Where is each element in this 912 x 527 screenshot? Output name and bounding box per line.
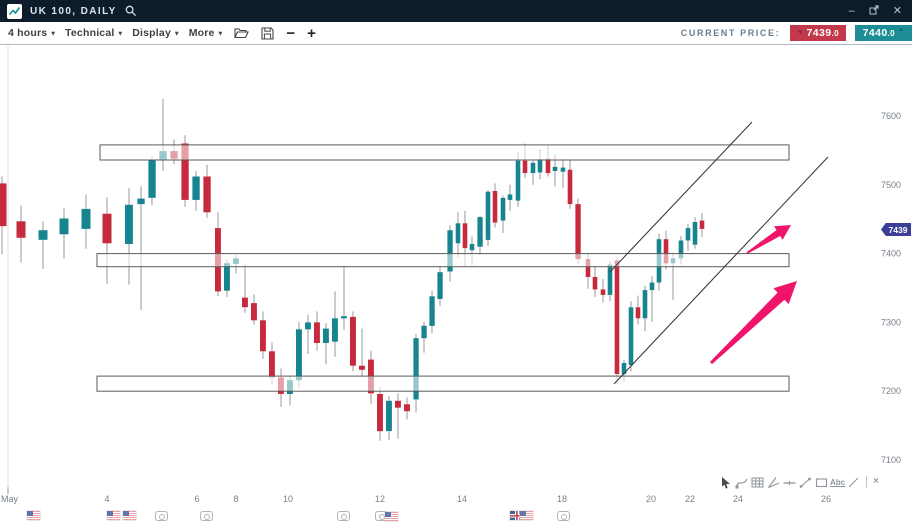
chevron-down-icon: ▾ xyxy=(174,30,179,38)
zoom-in-button[interactable]: + xyxy=(307,24,316,42)
popout-button[interactable] xyxy=(869,4,879,18)
title-bar: UK 100, DAILY – ✕ xyxy=(0,0,912,22)
arrow-down-icon: ▼ xyxy=(797,30,804,36)
svg-text:7200: 7200 xyxy=(881,386,901,396)
svg-text:7400: 7400 xyxy=(881,249,901,259)
svg-text:7300: 7300 xyxy=(881,317,901,327)
current-price-area: CURRENT PRICE: ▼ 7439.0 7440.0 ▲ xyxy=(681,25,912,41)
timeframe-label: 4 hours xyxy=(8,27,48,39)
chevron-down-icon: ▾ xyxy=(218,30,223,38)
display-dropdown[interactable]: Display ▾ xyxy=(132,27,178,39)
events-row xyxy=(0,509,912,525)
svg-text:6: 6 xyxy=(194,494,199,504)
chevron-down-icon: ▾ xyxy=(118,30,123,38)
close-button[interactable]: ✕ xyxy=(892,4,902,17)
clock-icon[interactable] xyxy=(155,511,168,521)
uk-flag-icon[interactable] xyxy=(510,511,523,520)
window-controls: – ✕ xyxy=(848,4,912,18)
svg-text:7100: 7100 xyxy=(881,455,901,465)
curve-tool-icon[interactable] xyxy=(735,475,748,489)
save-icon[interactable] xyxy=(261,26,274,40)
svg-text:7500: 7500 xyxy=(881,180,901,190)
search-icon[interactable] xyxy=(125,5,137,17)
current-price-label: CURRENT PRICE: xyxy=(680,28,781,38)
svg-text:4: 4 xyxy=(104,494,109,504)
zoom-out-button[interactable]: − xyxy=(286,24,296,42)
calendar-event[interactable] xyxy=(510,511,533,520)
chart-title: UK 100, DAILY xyxy=(30,5,117,17)
close-drawbar-icon[interactable]: × xyxy=(873,476,879,487)
grid-tool-icon[interactable] xyxy=(751,475,764,489)
us-flag-icon[interactable] xyxy=(385,511,398,521)
calendar-event[interactable] xyxy=(375,511,398,521)
segment-tool-icon[interactable] xyxy=(799,475,812,489)
us-flag-icon[interactable] xyxy=(107,511,120,520)
calendar-event[interactable] xyxy=(200,511,213,521)
svg-text:20: 20 xyxy=(646,494,656,504)
svg-text:May: May xyxy=(1,494,19,504)
sell-price-button[interactable]: ▼ 7439.0 xyxy=(790,25,846,41)
arrow-up-icon: ▲ xyxy=(898,27,905,33)
svg-text:7600: 7600 xyxy=(881,111,901,121)
svg-text:26: 26 xyxy=(821,494,831,504)
calendar-event[interactable] xyxy=(107,511,120,520)
buy-price-button[interactable]: 7440.0 ▲ xyxy=(855,25,912,41)
calendar-event[interactable] xyxy=(27,511,40,520)
clock-icon[interactable] xyxy=(337,511,350,521)
svg-text:8: 8 xyxy=(233,494,238,504)
text-tool-label: Abc xyxy=(829,477,846,487)
svg-text:10: 10 xyxy=(283,494,293,504)
sell-price-value: 7439.0 xyxy=(806,27,839,39)
drawing-toolbar: Abc × xyxy=(719,474,879,490)
clock-icon[interactable] xyxy=(557,511,570,521)
more-label: More xyxy=(188,27,215,39)
line-tool-icon[interactable] xyxy=(847,475,860,489)
price-axis-tag: 7439 xyxy=(881,223,911,236)
svg-text:18: 18 xyxy=(557,494,567,504)
calendar-event[interactable] xyxy=(557,511,570,521)
rectangle-tool-icon[interactable] xyxy=(815,475,828,489)
svg-text:24: 24 xyxy=(733,494,743,504)
popout-icon xyxy=(869,4,879,14)
more-dropdown[interactable]: More ▾ xyxy=(189,27,223,39)
us-flag-icon[interactable] xyxy=(27,511,40,520)
minimize-button[interactable]: – xyxy=(848,4,855,17)
us-flag-icon[interactable] xyxy=(520,511,533,520)
technical-dropdown[interactable]: Technical ▾ xyxy=(65,27,122,39)
horizontal-line-tool-icon[interactable] xyxy=(783,475,796,489)
pointer-tool-icon[interactable] xyxy=(719,475,732,489)
timeframe-dropdown[interactable]: 4 hours ▾ xyxy=(8,27,55,39)
app-logo xyxy=(7,3,22,19)
calendar-event[interactable] xyxy=(337,511,350,521)
us-flag-icon[interactable] xyxy=(123,511,136,520)
calendar-event[interactable] xyxy=(155,511,168,521)
technical-label: Technical xyxy=(65,27,115,39)
chevron-down-icon: ▾ xyxy=(51,30,56,38)
display-label: Display xyxy=(132,27,171,39)
text-tool-icon[interactable]: Abc xyxy=(829,475,846,489)
toolbar-divider xyxy=(866,476,867,488)
buy-price-value: 7440.0 xyxy=(862,27,896,39)
clock-icon[interactable] xyxy=(200,511,213,521)
y-axis[interactable] xyxy=(855,46,912,486)
trend-angle-tool-icon[interactable] xyxy=(767,475,780,489)
svg-text:14: 14 xyxy=(457,494,467,504)
x-axis[interactable] xyxy=(0,491,912,508)
calendar-event[interactable] xyxy=(123,511,136,520)
chart-line-icon xyxy=(8,6,21,15)
open-folder-icon[interactable] xyxy=(234,27,250,39)
chart-toolbar: 4 hours ▾ Technical ▾ Display ▾ More ▾ xyxy=(0,22,912,45)
svg-text:22: 22 xyxy=(685,494,695,504)
svg-text:12: 12 xyxy=(375,494,385,504)
